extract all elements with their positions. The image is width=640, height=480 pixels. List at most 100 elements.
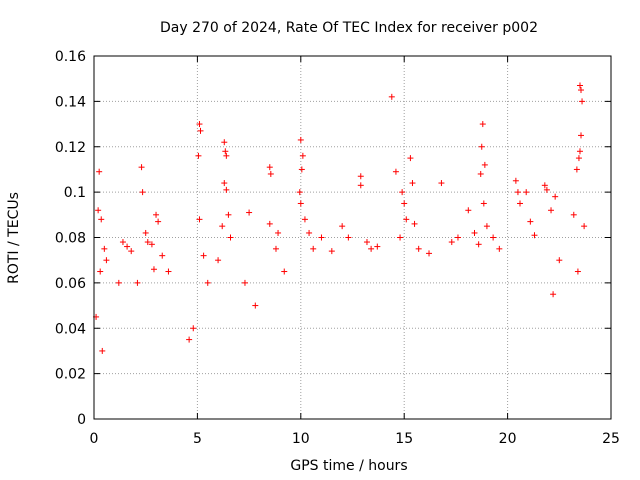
data-point	[392, 168, 399, 175]
data-point	[478, 143, 485, 150]
data-point	[301, 216, 308, 223]
data-point	[477, 170, 484, 177]
data-point	[578, 87, 585, 94]
data-point	[219, 223, 226, 230]
data-point	[411, 220, 418, 227]
data-point	[479, 121, 486, 128]
y-tick-label: 0.12	[55, 140, 86, 156]
data-point	[471, 229, 478, 236]
tick-label-layer: 0 0.02 0.04 0.06 0.08 0.1 0.12 0.14 0.16 0 5 10 15 20…	[55, 49, 620, 447]
data-point	[357, 173, 364, 180]
data-point	[223, 152, 230, 159]
y-axis-title: ROTI / TECUs	[6, 192, 22, 284]
data-point	[543, 186, 550, 193]
data-point	[98, 216, 105, 223]
data-point	[223, 186, 230, 193]
data-point	[374, 243, 381, 250]
grid-layer	[94, 56, 611, 419]
data-point	[190, 325, 197, 332]
data-point	[409, 180, 416, 187]
x-tick-label: 25	[602, 431, 620, 447]
data-point	[95, 207, 102, 214]
data-point	[165, 268, 172, 275]
data-point	[581, 223, 588, 230]
data-point	[407, 155, 414, 162]
data-point	[579, 98, 586, 105]
y-tick-label: 0.04	[55, 321, 86, 337]
data-point	[397, 234, 404, 241]
data-point	[576, 148, 583, 155]
data-point	[403, 216, 410, 223]
data-point	[574, 268, 581, 275]
data-point	[222, 148, 229, 155]
data-point	[552, 193, 559, 200]
y-tick-label: 0.02	[55, 367, 86, 383]
data-point	[496, 245, 503, 252]
data-point	[514, 189, 521, 196]
data-point	[299, 152, 306, 159]
data-point	[318, 234, 325, 241]
data-point	[227, 234, 234, 241]
tick-layer	[93, 55, 612, 420]
data-point	[148, 241, 155, 248]
data-point	[527, 218, 534, 225]
data-point	[99, 347, 106, 354]
data-point	[576, 82, 583, 89]
data-point	[399, 189, 406, 196]
data-point	[246, 209, 253, 216]
data-point	[275, 229, 282, 236]
data-point	[328, 248, 335, 255]
x-tick-label: 15	[395, 431, 413, 447]
data-point	[159, 252, 166, 259]
data-point	[401, 200, 408, 207]
data-point	[96, 168, 103, 175]
data-point	[266, 220, 273, 227]
y-tick-label: 0.06	[55, 276, 86, 292]
data-point	[195, 152, 202, 159]
data-point	[541, 182, 548, 189]
data-point	[186, 336, 193, 343]
data-point	[153, 211, 160, 218]
data-point	[575, 155, 582, 162]
y-tick-label: 0.1	[64, 185, 86, 201]
data-point	[298, 166, 305, 173]
y-tick-label: 0	[77, 412, 86, 428]
data-point	[578, 132, 585, 139]
data-point	[266, 164, 273, 171]
data-point	[475, 241, 482, 248]
data-point	[155, 218, 162, 225]
data-point	[531, 232, 538, 239]
data-point	[197, 127, 204, 134]
data-point	[225, 211, 232, 218]
data-point	[150, 266, 157, 273]
data-point	[438, 180, 445, 187]
data-point	[388, 93, 395, 100]
x-tick-label: 20	[499, 431, 517, 447]
data-point	[415, 245, 422, 252]
y-tick-label: 0.08	[55, 231, 86, 247]
data-point	[221, 180, 228, 187]
data-point	[570, 211, 577, 218]
data-point	[267, 170, 274, 177]
data-point	[490, 234, 497, 241]
data-point	[101, 245, 108, 252]
data-points-layer	[93, 82, 588, 354]
data-point	[103, 257, 110, 264]
data-point	[119, 239, 126, 246]
data-point	[215, 257, 222, 264]
data-point	[144, 239, 151, 246]
data-point	[252, 302, 259, 309]
data-point	[200, 252, 207, 259]
data-point	[550, 291, 557, 298]
x-axis-title: GPS time / hours	[290, 458, 407, 474]
chart-title: Day 270 of 2024, Rate Of TEC Index for r…	[160, 20, 538, 36]
data-point	[221, 139, 228, 146]
data-point	[483, 223, 490, 230]
data-point	[339, 223, 346, 230]
data-point	[548, 207, 555, 214]
y-tick-label: 0.16	[55, 49, 86, 65]
data-point	[115, 279, 122, 286]
data-point	[573, 166, 580, 173]
data-point	[523, 189, 530, 196]
